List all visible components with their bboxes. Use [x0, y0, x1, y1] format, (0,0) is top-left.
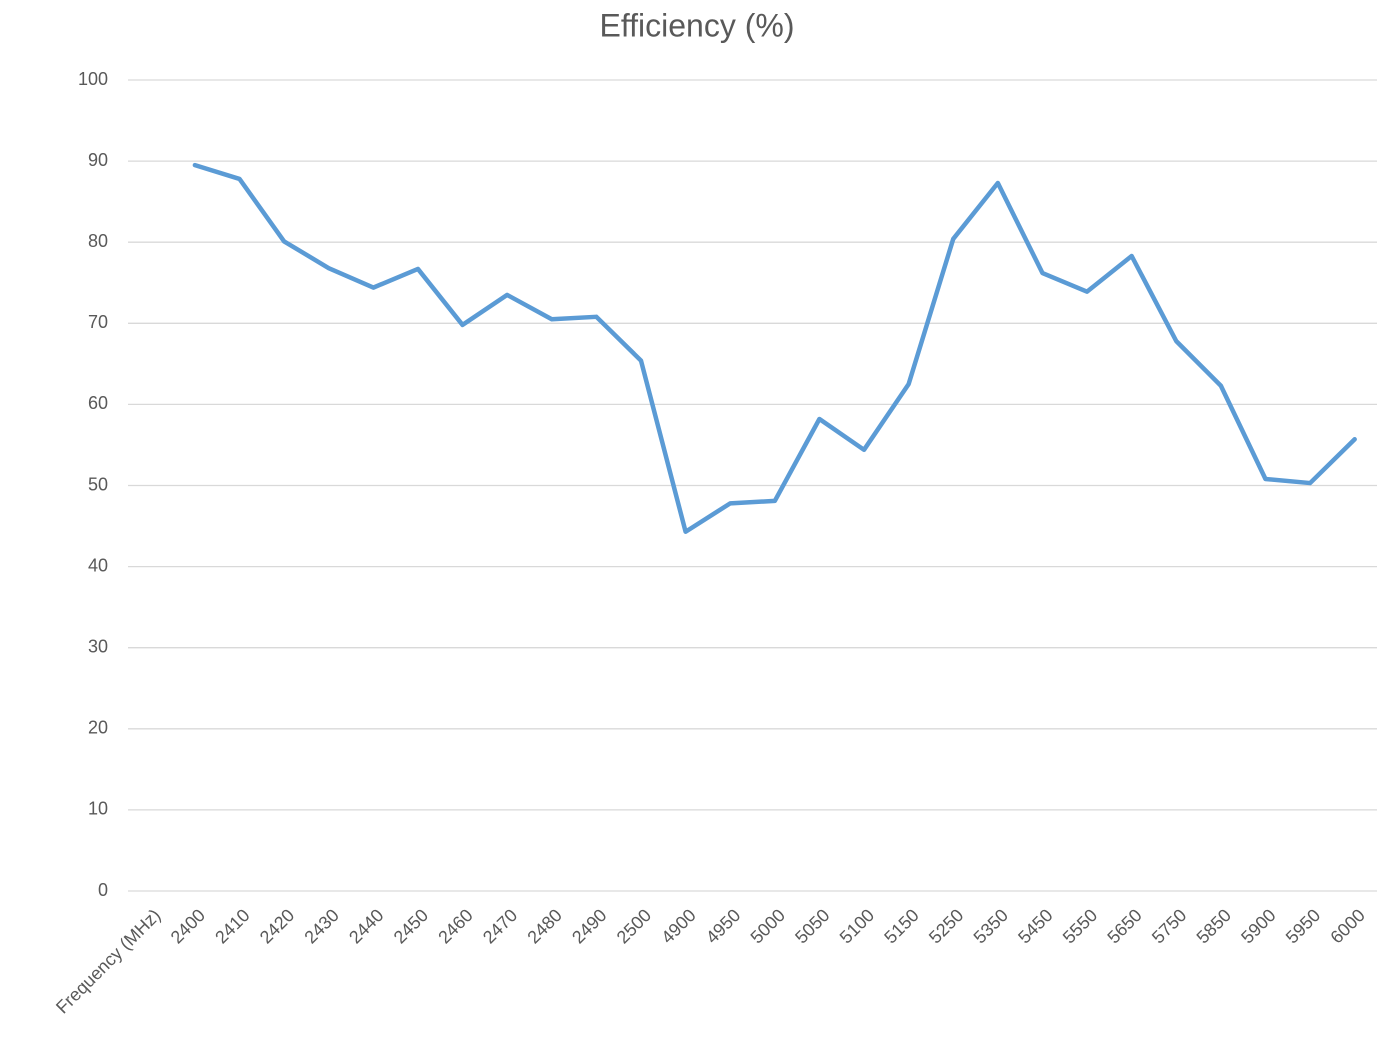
x-tick-label: 5050 — [791, 905, 833, 947]
x-tick-label: 2420 — [256, 905, 298, 947]
x-tick-label: 5550 — [1059, 905, 1101, 947]
line-series — [192, 162, 1357, 534]
chart-title: Efficiency (%) — [599, 7, 794, 43]
y-tick-label: 30 — [88, 636, 108, 656]
x-tick-label: Frequency (MHz) — [52, 905, 164, 1017]
y-tick-label: 20 — [88, 718, 108, 738]
x-tick-label: 4900 — [657, 905, 699, 947]
x-tick-label: 5100 — [836, 905, 878, 947]
x-tick-label: 2430 — [300, 905, 342, 947]
y-tick-label: 40 — [88, 555, 108, 575]
x-tick-label: 5950 — [1282, 905, 1324, 947]
x-tick-label: 5900 — [1237, 905, 1279, 947]
x-tick-label: 6000 — [1326, 905, 1368, 947]
x-tick-label: 5750 — [1148, 905, 1190, 947]
x-tick-label: 2480 — [523, 905, 565, 947]
y-tick-label: 70 — [88, 312, 108, 332]
x-tick-label: 5150 — [880, 905, 922, 947]
y-tick-label: 10 — [88, 799, 108, 819]
y-tick-label: 90 — [88, 150, 108, 170]
y-tick-label: 60 — [88, 393, 108, 413]
x-tick-label: 2400 — [167, 905, 209, 947]
y-tick-label: 50 — [88, 474, 108, 494]
x-tick-label: 5850 — [1193, 905, 1235, 947]
x-tick-label: 4950 — [702, 905, 744, 947]
x-tick-label: 5250 — [925, 905, 967, 947]
x-tick-label: 5650 — [1103, 905, 1145, 947]
x-tick-label: 2500 — [613, 905, 655, 947]
x-tick-label: 2450 — [390, 905, 432, 947]
y-tick-label: 0 — [98, 880, 108, 900]
x-tick-label: 5000 — [747, 905, 789, 947]
x-tick-label: 2440 — [345, 905, 387, 947]
y-tick-label: 100 — [78, 69, 108, 89]
x-tick-label: 2490 — [568, 905, 610, 947]
x-tick-label: 2410 — [211, 905, 253, 947]
x-tick-label: 2460 — [434, 905, 476, 947]
x-tick-label: 2470 — [479, 905, 521, 947]
x-tick-label: 5450 — [1014, 905, 1056, 947]
x-tick-label: 5350 — [970, 905, 1012, 947]
y-tick-label: 80 — [88, 231, 108, 251]
